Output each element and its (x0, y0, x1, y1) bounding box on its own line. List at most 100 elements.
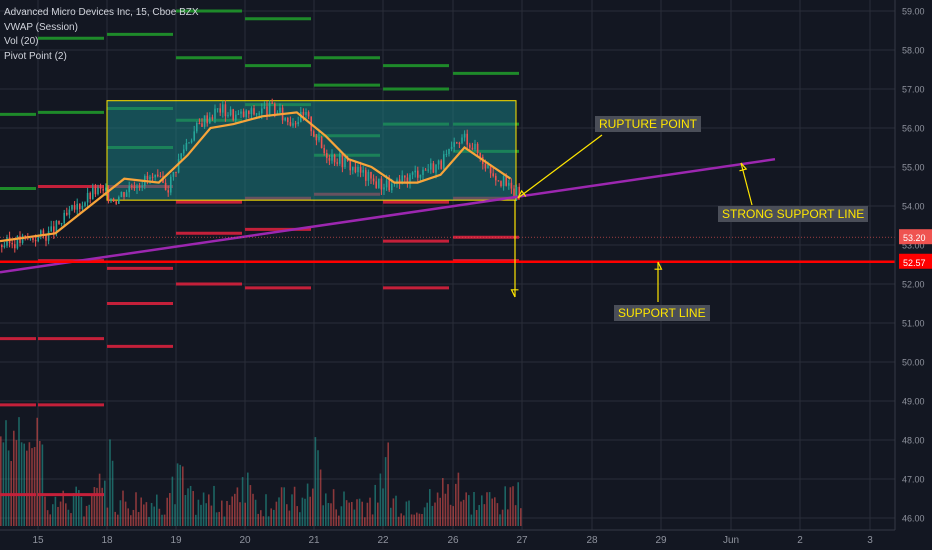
volume-bar (462, 499, 465, 526)
volume-bar (109, 439, 111, 526)
chart-title[interactable]: Advanced Micro Devices Inc, 15, Cboe BZX (4, 7, 199, 18)
strong-support-line-label: STRONG SUPPORT LINE (718, 206, 869, 222)
candle-body (14, 244, 16, 249)
volume-bar (18, 417, 20, 526)
y-tick-label: 56.00 (902, 124, 925, 134)
candle-body (89, 192, 91, 199)
candle-body (307, 112, 310, 117)
volume-bar (252, 493, 254, 526)
x-tick-label: 22 (377, 535, 389, 546)
candle-body (440, 160, 442, 169)
volume-bar (98, 473, 101, 526)
volume-bar (124, 501, 127, 526)
volume-bar (270, 508, 272, 526)
volume-bar (174, 504, 176, 526)
volume-bar (161, 514, 163, 526)
candle-body (318, 136, 320, 141)
volume-bar (325, 493, 327, 526)
volume-bar (137, 512, 140, 526)
x-tick-label: 27 (516, 535, 528, 546)
volume-bar (457, 472, 460, 526)
candle-body (456, 142, 458, 144)
candle-body (497, 180, 500, 182)
volume-bar (486, 492, 488, 526)
volume-bar (7, 450, 10, 526)
volume-bar (265, 494, 267, 526)
volume-bar (114, 511, 116, 526)
volume-bar (449, 504, 452, 526)
volume-bar (382, 488, 384, 526)
volume-bar (275, 501, 278, 526)
volume-bar (28, 442, 31, 526)
volume-bar (473, 491, 475, 526)
candle-body (196, 123, 198, 132)
candle-body (268, 102, 271, 116)
candle-body (164, 182, 167, 191)
volume-bar (501, 509, 504, 526)
candle-body (339, 153, 341, 164)
candle-body (466, 133, 468, 145)
candle-body (216, 108, 219, 110)
volume-bar (176, 463, 179, 526)
volume-bar (236, 487, 239, 526)
pivot-point-levels (0, 9, 519, 497)
candle-body (432, 163, 435, 173)
candle-body (125, 192, 128, 197)
candle-body (128, 186, 130, 193)
candle-body (331, 154, 333, 161)
strong-support-trendline (0, 157, 776, 274)
candle-body (245, 110, 247, 117)
volume-bar (371, 514, 374, 526)
legend-pivot-point[interactable]: Pivot Point (2) (4, 50, 67, 62)
candle-body (463, 133, 466, 138)
candle-body (388, 180, 390, 191)
strong-support-arrow-head (739, 162, 748, 172)
volume-bar (478, 505, 480, 526)
candle-body (461, 137, 463, 144)
down-arrow-head (510, 289, 519, 298)
candle-body (115, 201, 117, 204)
volume-bar (309, 496, 311, 526)
volume-bar (213, 485, 215, 526)
volume-bar (249, 485, 252, 526)
volume-bar (192, 491, 194, 526)
candle-body (372, 178, 375, 182)
volume-bar (340, 506, 343, 526)
volume-bar (169, 493, 171, 526)
candle-body (120, 192, 123, 198)
volume-bar (475, 509, 478, 526)
candle-body (206, 115, 208, 124)
candle-body (170, 176, 172, 193)
candle-body (149, 176, 151, 180)
volume-bar (465, 492, 467, 526)
volume-bar (434, 502, 436, 526)
legend-vwap[interactable]: VWAP (Session) (4, 21, 78, 33)
volume-bar (257, 513, 259, 526)
volume-bar (296, 506, 298, 526)
candle-body (224, 104, 227, 117)
candle-body (211, 117, 214, 119)
candle-body (378, 178, 380, 188)
volume-bar (447, 484, 449, 526)
volume-bar (392, 498, 395, 526)
candle-body (424, 169, 427, 171)
volume-bar (231, 496, 233, 526)
volume-bar (158, 508, 161, 526)
candle-body (86, 192, 89, 203)
legend-volume[interactable]: Vol (20) (4, 36, 39, 47)
volume-bar (80, 496, 83, 526)
volume-bar (189, 485, 192, 526)
volume-bar (62, 490, 64, 526)
volume-bar (509, 487, 512, 526)
candle-body (66, 212, 68, 215)
volume-bar (200, 504, 202, 526)
candle-body (151, 176, 154, 178)
volume-bar (244, 502, 246, 526)
volume-bar (421, 514, 423, 526)
volume-bar (348, 502, 350, 526)
volume-bar (517, 482, 519, 526)
candle-body (203, 115, 206, 127)
candle-body (177, 159, 180, 173)
